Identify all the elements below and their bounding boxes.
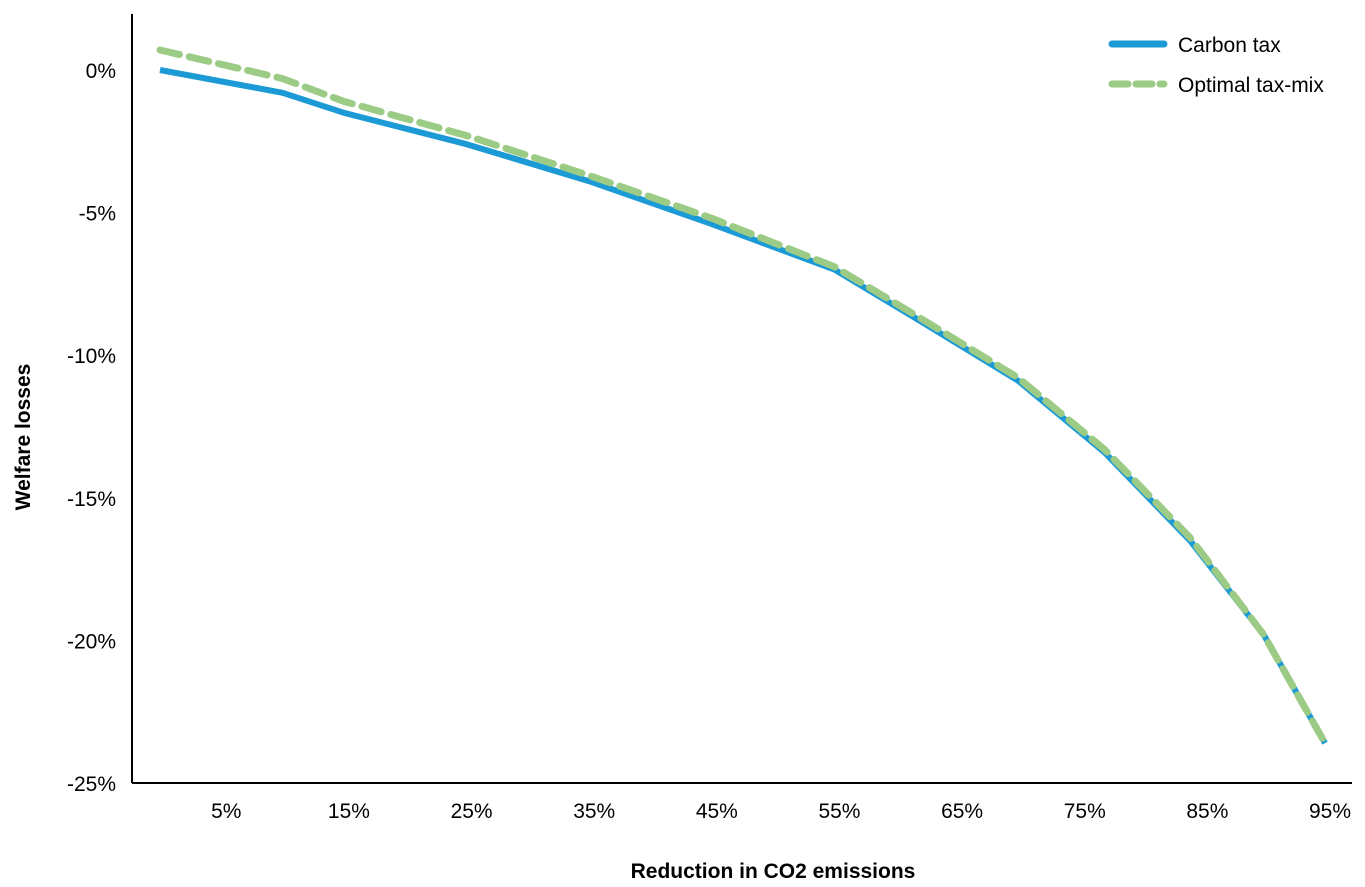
x-tick-label: 95% bbox=[1309, 800, 1351, 823]
x-axis-title: Reduction in CO2 emissions bbox=[631, 860, 916, 882]
series-line-carbon-tax bbox=[159, 67, 1328, 745]
series-layer bbox=[156, 46, 1329, 747]
x-tick-label: 65% bbox=[941, 800, 983, 823]
x-tick-label: 25% bbox=[451, 800, 493, 823]
x-tick-label: 85% bbox=[1186, 800, 1228, 823]
legend-label: Carbon tax bbox=[1178, 34, 1281, 57]
series-line-optimal-tax-mix bbox=[156, 46, 1329, 747]
x-tick-label: 35% bbox=[573, 800, 615, 823]
x-tick-labels: 5% 15% 25% 35% 45% 55% 65% 75% 85% 95% bbox=[211, 800, 1351, 823]
y-tick-label: -10% bbox=[67, 345, 116, 368]
x-tick-label: 15% bbox=[328, 800, 370, 823]
y-axis-title: Welfare losses bbox=[12, 364, 35, 511]
legend-label: Optimal tax-mix bbox=[1178, 74, 1324, 97]
y-tick-label: -20% bbox=[67, 630, 116, 653]
y-tick-label: -25% bbox=[67, 773, 116, 796]
axes bbox=[131, 14, 1352, 784]
y-tick-label: -5% bbox=[79, 203, 116, 226]
y-tick-labels: 0% -5% -10% -15% -20% -25% bbox=[67, 60, 116, 796]
x-tick-label: 5% bbox=[211, 800, 241, 823]
x-tick-label: 75% bbox=[1064, 800, 1106, 823]
y-tick-label: -15% bbox=[67, 488, 116, 511]
legend: Carbon tax Optimal tax-mix bbox=[1108, 34, 1324, 97]
x-tick-label: 45% bbox=[696, 800, 738, 823]
y-tick-label: 0% bbox=[86, 60, 116, 83]
x-tick-label: 55% bbox=[818, 800, 860, 823]
